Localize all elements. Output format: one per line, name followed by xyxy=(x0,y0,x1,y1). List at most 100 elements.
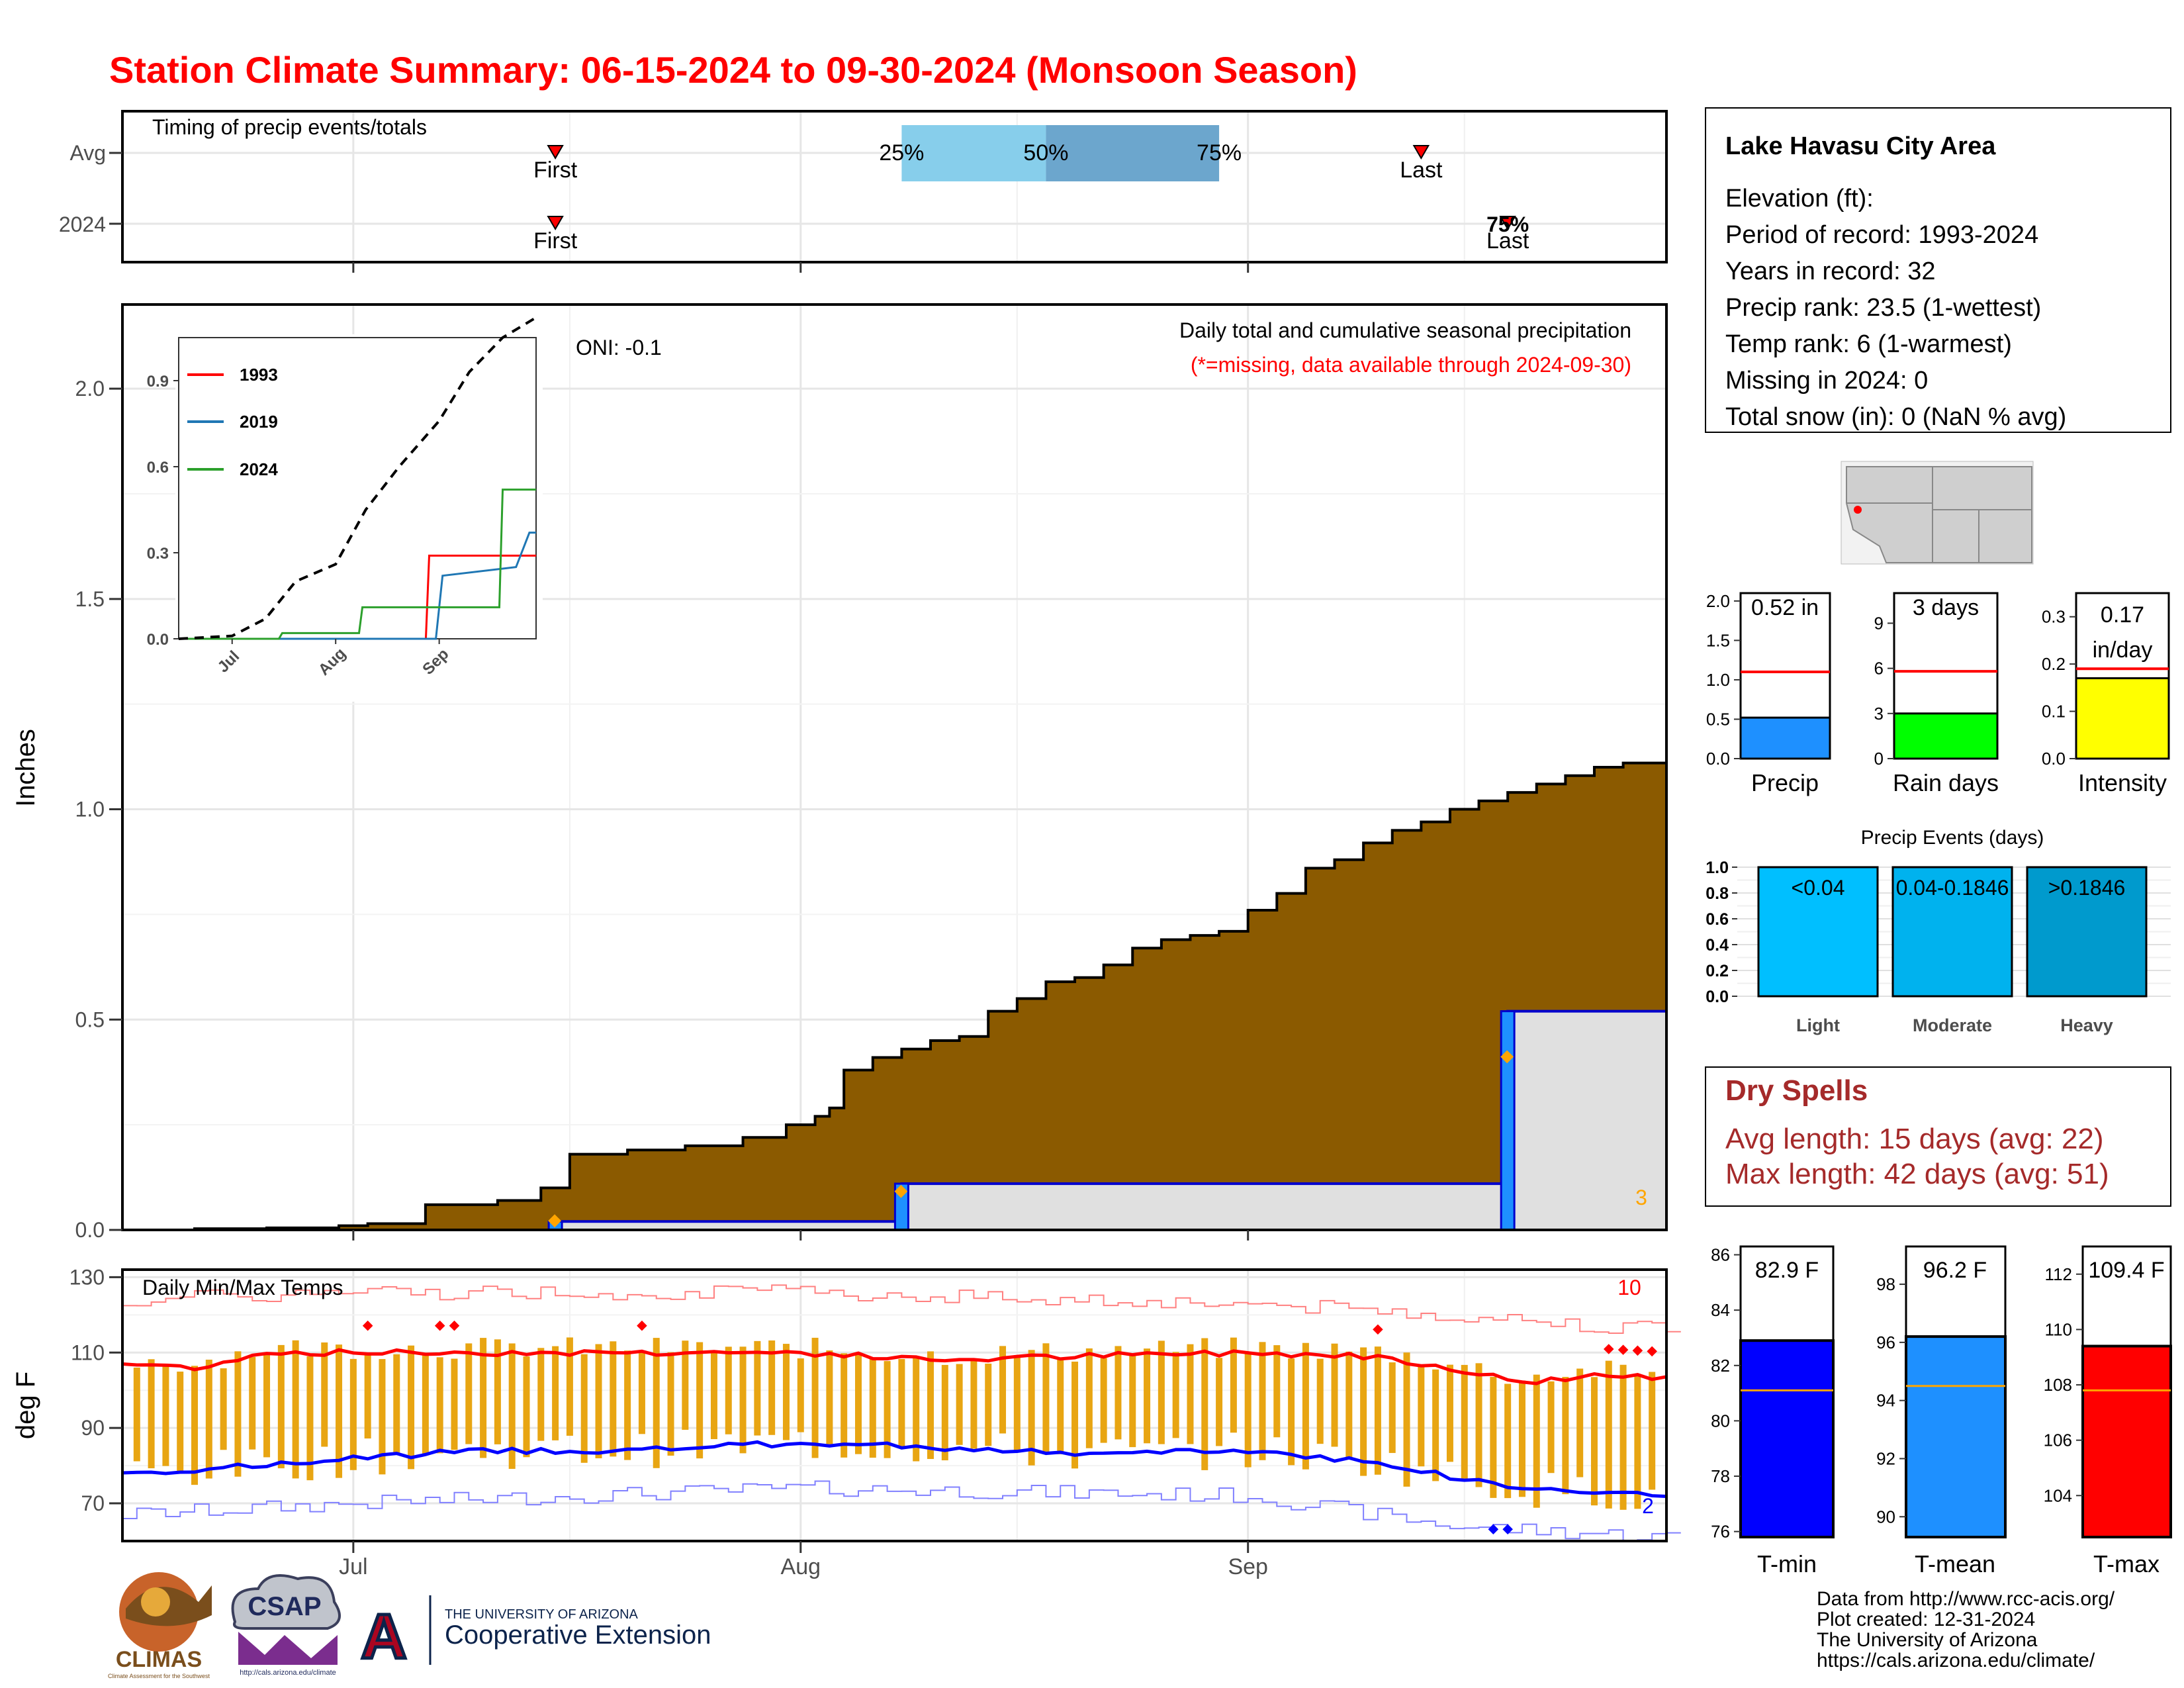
tmean-tick-label: 92 xyxy=(1876,1448,1895,1468)
events-ytick-label: 0.6 xyxy=(1706,910,1729,929)
daily-temp-bar xyxy=(768,1340,776,1435)
tmax-tick-label: 104 xyxy=(2044,1485,2072,1505)
daily-temp-bar xyxy=(1172,1352,1179,1438)
precip-ytick-label: 1.5 xyxy=(75,587,105,611)
precip-ytick-label: 0.5 xyxy=(75,1008,105,1031)
station-name: Lake Havasu City Area xyxy=(1725,132,1996,160)
oni-label: ONI: -0.1 xyxy=(576,336,662,359)
intensity-bar-label: Intensity xyxy=(2078,769,2167,796)
tmin-tick-label: 84 xyxy=(1711,1300,1730,1320)
daily-temp-bar xyxy=(133,1367,140,1462)
precip-mini-bar xyxy=(1739,716,1831,760)
daily-temp-bar xyxy=(1201,1338,1208,1470)
dry-spells-title: Dry Spells xyxy=(1725,1074,1868,1107)
daily-temp-bar xyxy=(1619,1364,1627,1510)
info-precip-rank: Precip rank: 23.5 (1-wettest) xyxy=(1725,294,2041,322)
daily-temp-bar xyxy=(797,1358,804,1432)
event-light-label: Light xyxy=(1796,1015,1840,1035)
precip-mini-tick-label: 1.5 xyxy=(1706,630,1730,650)
info-years: Years in record: 32 xyxy=(1725,258,1936,285)
info-snow: Total snow (in): 0 (NaN % avg) xyxy=(1725,403,2066,431)
daily-temp-bar xyxy=(927,1351,934,1460)
avg-first-marker xyxy=(547,145,564,160)
y2024-first-label: First xyxy=(533,228,578,254)
intensity-mini-tick-label: 0.0 xyxy=(2042,749,2066,769)
daily-temp-bar xyxy=(220,1368,227,1450)
tmin-tick-label: 78 xyxy=(1711,1466,1730,1486)
footer-line-2: Plot created: 12-31-2024 xyxy=(1817,1609,2035,1630)
daily-temp-bar xyxy=(985,1363,992,1446)
daily-temp-bar xyxy=(1605,1360,1612,1509)
daily-temp-bar xyxy=(1446,1364,1453,1462)
daily-temp-bar xyxy=(191,1366,199,1485)
tmin-bar-value: 82.9 F xyxy=(1755,1258,1819,1283)
daily-temp-bar xyxy=(854,1354,862,1454)
footer-line-4: https://cals.arizona.edu/climate/ xyxy=(1817,1650,2095,1671)
footer-credits: Data from http://www.rcc-acis.org/ Plot … xyxy=(1817,1588,2115,1671)
daily-temp-bar xyxy=(1374,1346,1381,1475)
month-xtick-label: Jul xyxy=(339,1554,367,1579)
avg-last-marker xyxy=(1412,145,1430,160)
inset-ytick-label: 0.9 xyxy=(147,373,169,391)
inset-chart: 0.00.30.60.9 Jul Aug Sep 1993 2019 2024 xyxy=(147,316,543,702)
inset-line-2019 xyxy=(179,532,536,640)
info-period: Period of record: 1993-2024 xyxy=(1725,221,2038,249)
daily-temp-bar xyxy=(754,1340,761,1436)
daily-temp-bar xyxy=(277,1344,285,1469)
tmean-bar-value: 96.2 F xyxy=(1923,1258,1987,1283)
temp-ylabel: deg F xyxy=(11,1372,40,1439)
daily-temp-bar xyxy=(841,1353,848,1458)
daily-temp-bar xyxy=(379,1359,386,1475)
event-bar-moderate xyxy=(1891,866,2013,998)
daily-temp-bar xyxy=(1071,1361,1079,1469)
temp-ytick-label: 70 xyxy=(81,1491,105,1515)
raindays-bar-value: 3 days xyxy=(1913,595,1979,620)
tmax-bar-label: T-max xyxy=(2093,1550,2160,1577)
daily-temp-bar xyxy=(1331,1343,1338,1447)
daily-temp-bar xyxy=(1360,1347,1367,1476)
daily-temp-bar xyxy=(725,1346,732,1434)
daily-temp-bar xyxy=(913,1358,920,1462)
precip-mini-tick-label: 2.0 xyxy=(1706,591,1730,611)
daily-temp-bar xyxy=(956,1364,963,1445)
daily-temp-bar xyxy=(1028,1350,1035,1466)
daily-temp-bar xyxy=(1461,1364,1468,1479)
daily-temp-bar xyxy=(263,1354,271,1458)
y2024-percentile-overlap-label: 75% xyxy=(1486,212,1529,236)
precip-ylabel: Inches xyxy=(11,729,40,807)
tmax-bar xyxy=(2081,1344,2172,1538)
event-bar-light xyxy=(1757,866,1879,998)
events-ytick-label: 0.8 xyxy=(1706,884,1729,903)
events-title: Precip Events (days) xyxy=(1861,827,2044,849)
daily-temp-bar xyxy=(811,1337,819,1458)
tmax-tick-label: 112 xyxy=(2045,1264,2072,1284)
raindays-mini-tick-label: 6 xyxy=(1874,659,1884,679)
tmin-tick-label: 80 xyxy=(1711,1411,1730,1430)
tmin-tick-label: 76 xyxy=(1711,1522,1730,1542)
legend-2019: 2019 xyxy=(240,412,278,432)
tmin-tick-label: 86 xyxy=(1711,1245,1730,1265)
daily-temp-bar xyxy=(1144,1348,1151,1444)
events-ytick-label: 1.0 xyxy=(1706,859,1729,877)
daily-temp-bar xyxy=(336,1344,343,1478)
event-moderate-label: Moderate xyxy=(1913,1015,1992,1035)
tmax-tick-label: 110 xyxy=(2045,1319,2072,1339)
daily-temp-bar xyxy=(1013,1355,1021,1452)
daily-temp-bar xyxy=(999,1346,1007,1434)
daily-temp-bar xyxy=(1244,1353,1251,1468)
daily-temp-bar xyxy=(1057,1358,1064,1454)
y2024-first-marker xyxy=(547,216,564,230)
info-missing: Missing in 2024: 0 xyxy=(1725,367,1928,395)
daily-temp-bar xyxy=(508,1343,516,1469)
mini-bar-charts: 0.0 0.5 1.0 1.5 2.0 0 3 6 9 0.0 0.1 0.2 0.3 xyxy=(1706,591,2170,769)
csap-logo-url: http://cals.arizona.edu/climate xyxy=(240,1669,336,1677)
daily-temp-bar xyxy=(1576,1368,1584,1477)
record-low-marker xyxy=(1502,1524,1513,1534)
daily-temp-bar xyxy=(393,1354,400,1454)
precip-events-chart: 0.0 0.2 0.4 0.6 0.8 1.0 xyxy=(1706,859,2171,1006)
intensity-bar-unit: in/day xyxy=(2093,637,2153,663)
temp-panel-title: Daily Min/Max Temps xyxy=(142,1276,343,1299)
tmean-tick-label: 94 xyxy=(1876,1391,1895,1411)
daily-temp-bar xyxy=(306,1356,314,1481)
